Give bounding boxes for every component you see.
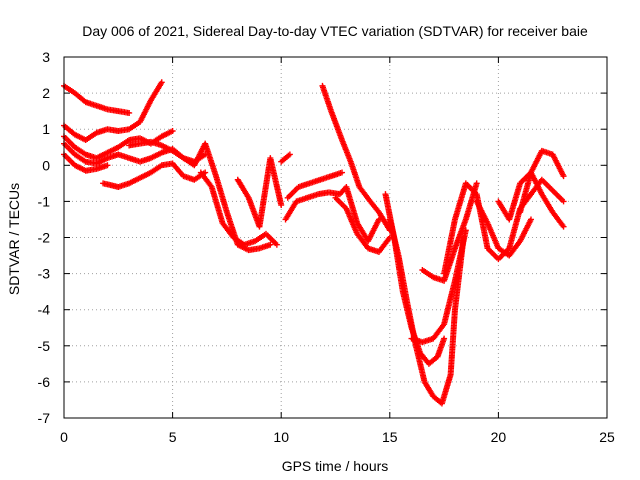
x-tick-label: 20 — [491, 429, 507, 445]
plus-marker — [278, 202, 285, 209]
plus-marker — [339, 169, 346, 176]
x-tick-label: 10 — [273, 429, 289, 445]
y-tick-label: -2 — [38, 230, 51, 246]
y-tick-label: 0 — [42, 157, 50, 173]
series-sat-track-18 — [419, 180, 480, 284]
x-axis-label: GPS time / hours — [282, 458, 389, 474]
series-sat-track-10 — [278, 151, 293, 165]
y-tick-labels: -7 -6 -5 -4 -3 -2 -1 0 1 2 3 — [38, 49, 51, 426]
plus-marker — [560, 223, 567, 230]
plus-marker — [267, 241, 274, 248]
data-points — [61, 79, 567, 407]
series-sat-track-7 — [126, 138, 274, 254]
series-sat-track-1 — [61, 82, 133, 116]
plus-marker — [126, 109, 133, 116]
y-tick-label: -5 — [38, 338, 51, 354]
series-sat-track-12 — [284, 169, 346, 201]
plus-marker — [104, 162, 111, 169]
series-sat-track-5 — [61, 151, 111, 174]
x-tick-label: 5 — [169, 429, 177, 445]
y-tick-label: -1 — [38, 193, 51, 209]
series-sat-track-6 — [100, 160, 209, 190]
plot-frame — [63, 56, 608, 419]
y-tick-label: -3 — [38, 266, 51, 282]
series-sat-track-8 — [197, 169, 280, 248]
plus-marker — [273, 241, 280, 248]
plus-marker — [527, 216, 534, 223]
series-sat-track-13 — [319, 82, 393, 234]
plus-marker — [158, 79, 165, 86]
x-tick-label: 0 — [60, 429, 68, 445]
plus-marker — [560, 198, 567, 205]
plus-marker — [560, 173, 567, 180]
plus-marker — [169, 128, 176, 135]
series-sat-track-11 — [282, 183, 382, 245]
x-tick-label: 15 — [382, 429, 398, 445]
y-tick-label: 1 — [42, 121, 50, 137]
series-sat-track-9 — [234, 155, 285, 230]
y-axis-label: SDTVAR / TECUs — [6, 183, 22, 295]
series-sat-track-16 — [386, 216, 467, 407]
series-sat-track-22 — [517, 147, 567, 216]
y-tick-label: 2 — [42, 85, 50, 101]
y-tick-label: -6 — [38, 374, 51, 390]
series-sat-track-20 — [473, 198, 534, 259]
y-tick-label: -4 — [38, 302, 51, 318]
y-tick-label: 3 — [42, 49, 50, 65]
x-tick-labels: 0 5 10 15 20 25 — [60, 429, 615, 445]
chart-title: Day 006 of 2021, Sidereal Day-to-day VTE… — [82, 23, 588, 39]
y-tick-label: -7 — [38, 410, 51, 426]
plus-marker — [286, 151, 293, 158]
x-tick-label: 25 — [599, 429, 615, 445]
grid-lines — [64, 57, 607, 418]
series-sat-track-17 — [408, 227, 469, 346]
plus-marker — [473, 180, 480, 187]
series-sat-track-14 — [332, 194, 393, 255]
plus-marker — [441, 335, 448, 342]
series-sat-track-23 — [527, 176, 567, 205]
series-sat-track-2 — [61, 79, 165, 144]
